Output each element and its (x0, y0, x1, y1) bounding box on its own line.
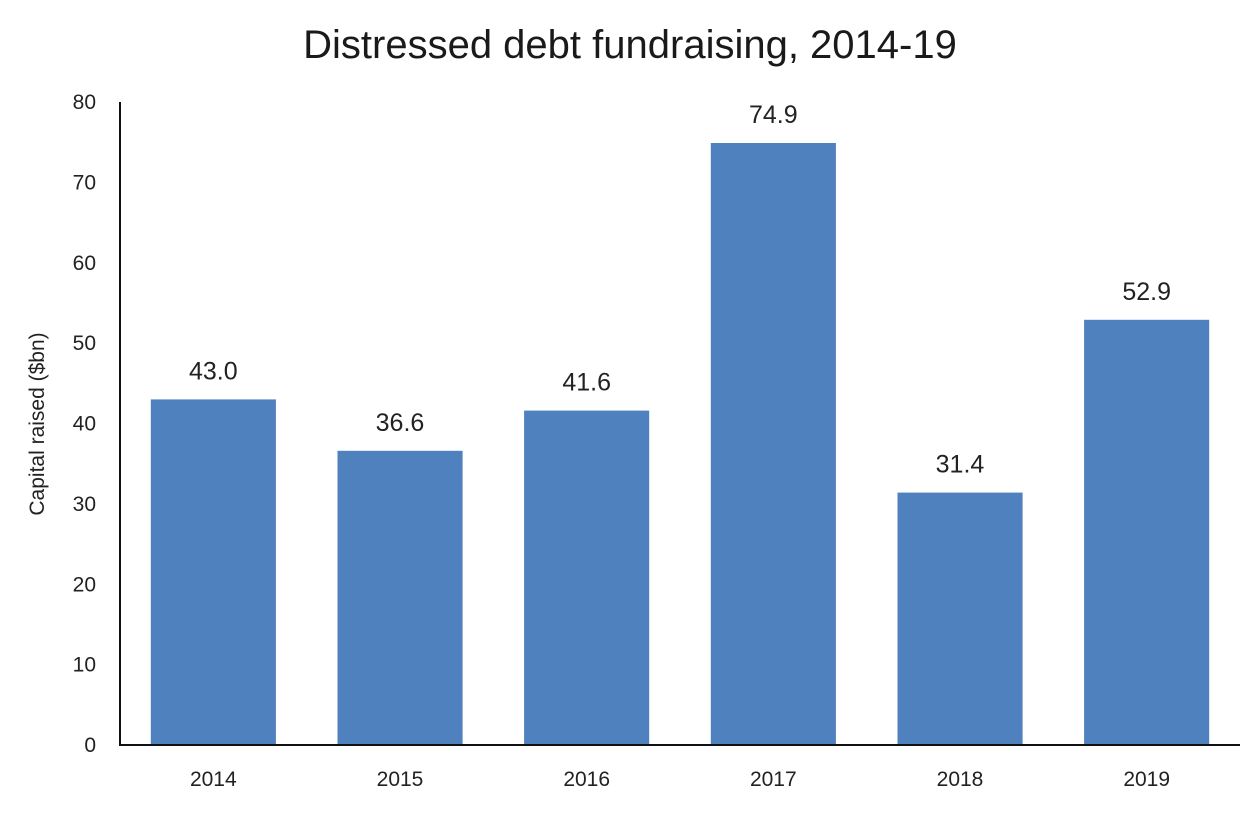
x-tick-label-2018: 2018 (937, 768, 984, 791)
y-axis-label: Capital raised ($bn) (26, 332, 49, 515)
bar-2015 (337, 450, 463, 745)
y-tick-label-0: 0 (84, 734, 96, 757)
chart-title: Distressed debt fundraising, 2014-19 (303, 23, 957, 67)
data-label-2016: 41.6 (562, 369, 611, 397)
y-tick-label-30: 30 (73, 493, 96, 516)
data-label-2015: 36.6 (376, 409, 425, 437)
data-labels-group: 43.0 36.6 41.6 74.9 31.4 52.9 (189, 101, 1171, 479)
x-tick-label-2015: 2015 (377, 768, 424, 791)
bar-2019 (1084, 319, 1210, 745)
data-label-2019: 52.9 (1122, 278, 1171, 306)
y-tick-label-70: 70 (73, 171, 96, 194)
data-label-2014: 43.0 (189, 357, 238, 385)
bar-2014 (150, 399, 276, 745)
y-tick-label-80: 80 (73, 91, 96, 114)
x-tick-labels-group: 2014 2015 2016 2017 2018 2019 (190, 768, 1170, 791)
x-tick-label-2014: 2014 (190, 768, 237, 791)
x-tick-label-2019: 2019 (1123, 768, 1170, 791)
bar-2017 (710, 143, 836, 745)
bar-2018 (897, 492, 1023, 745)
y-tick-label-10: 10 (73, 654, 96, 677)
bar-2016 (524, 410, 650, 745)
y-tick-labels-group: 0 10 20 30 40 50 60 70 80 (73, 91, 96, 757)
x-tick-label-2016: 2016 (563, 768, 610, 791)
x-tick-label-2017: 2017 (750, 768, 797, 791)
bars-group (150, 143, 1210, 745)
y-tick-label-60: 60 (73, 252, 96, 275)
data-label-2018: 31.4 (936, 451, 985, 479)
y-tick-label-50: 50 (73, 332, 96, 355)
y-tick-label-40: 40 (73, 413, 96, 436)
y-tick-label-20: 20 (73, 573, 96, 596)
data-label-2017: 74.9 (749, 101, 798, 129)
